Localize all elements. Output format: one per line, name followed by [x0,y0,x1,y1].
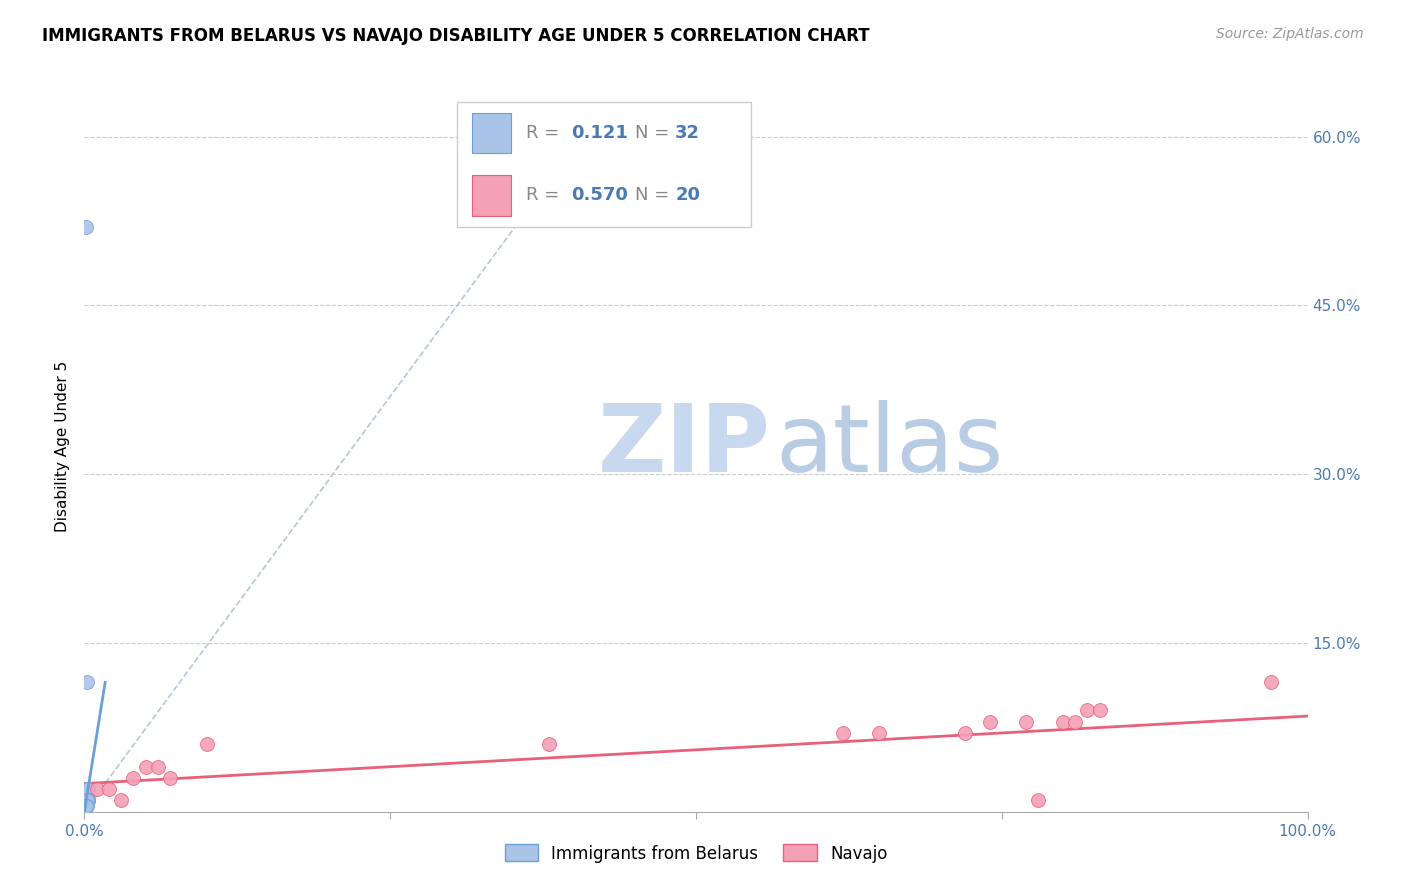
Point [75,793,97,807]
Y-axis label: Disability Age Under 5: Disability Age Under 5 [55,360,70,532]
Text: 0.121: 0.121 [571,124,628,143]
Point [135,760,157,774]
Text: atlas: atlas [776,400,1004,492]
Point [76,793,98,807]
Point [1260,675,1282,690]
Point [1088,703,1111,717]
Point [86,782,108,797]
Text: N =: N = [636,124,675,143]
Point [75,793,97,807]
Point [76,799,98,814]
Point [76,782,98,797]
Point [76,793,98,807]
Point [77,782,100,797]
Point [97,782,120,797]
Point [1076,703,1098,717]
Text: Source: ZipAtlas.com: Source: ZipAtlas.com [1216,27,1364,41]
Point [75,793,97,807]
Point [76,793,98,807]
Text: 32: 32 [675,124,700,143]
Point [110,793,132,807]
Point [76,793,98,807]
Text: ZIP: ZIP [598,400,770,492]
Legend: Immigrants from Belarus, Navajo: Immigrants from Belarus, Navajo [498,838,894,869]
Point [75,793,97,807]
Point [75,799,97,814]
Text: 0.570: 0.570 [571,186,628,204]
Point [1015,714,1038,729]
Point [195,737,218,751]
Point [76,793,98,807]
Point [75,793,97,807]
FancyBboxPatch shape [472,113,512,153]
Point [75,793,97,807]
FancyBboxPatch shape [457,103,751,227]
Point [953,726,976,740]
Point [1028,793,1050,807]
Point [77,793,100,807]
Point [76,793,98,807]
Text: 20: 20 [675,186,700,204]
Point [76,675,98,690]
Point [77,793,100,807]
Text: N =: N = [636,186,675,204]
Text: IMMIGRANTS FROM BELARUS VS NAVAJO DISABILITY AGE UNDER 5 CORRELATION CHART: IMMIGRANTS FROM BELARUS VS NAVAJO DISABI… [42,27,870,45]
Point [159,771,181,785]
Point [76,793,98,807]
Point [122,771,145,785]
Point [75,793,97,807]
Point [77,793,100,807]
Point [76,793,98,807]
Point [75,799,97,814]
Point [75,793,97,807]
Point [76,782,98,797]
Point [75,219,97,234]
Point [146,760,169,774]
Point [1064,714,1087,729]
Point [869,726,891,740]
Point [831,726,853,740]
Point [1052,714,1074,729]
Text: R =: R = [526,124,565,143]
Point [77,782,100,797]
Point [77,782,100,797]
Text: R =: R = [526,186,565,204]
Point [538,737,561,751]
Point [75,793,97,807]
Point [979,714,1001,729]
Point [77,793,100,807]
Point [76,793,98,807]
FancyBboxPatch shape [472,176,512,216]
